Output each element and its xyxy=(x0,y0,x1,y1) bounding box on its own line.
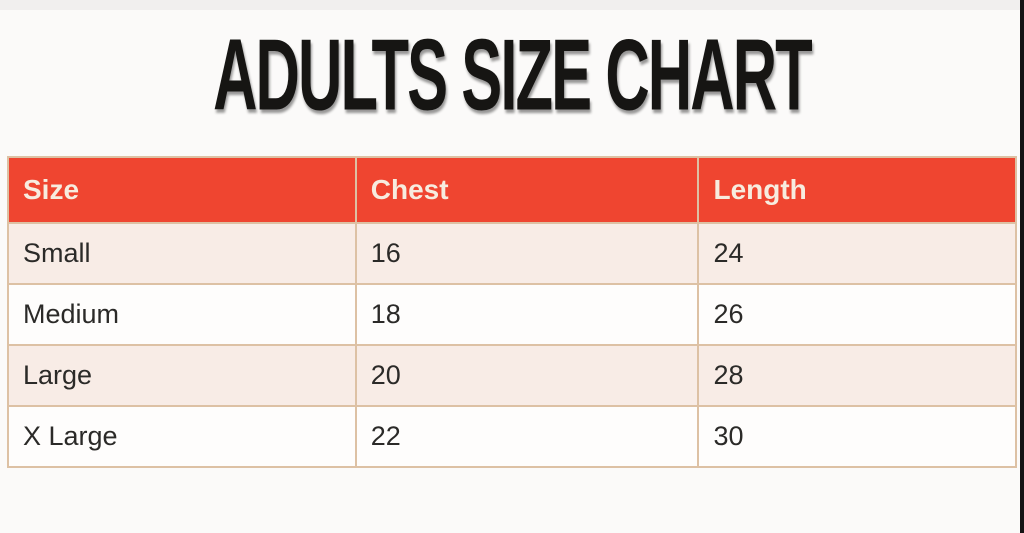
title-container: ADULTS SIZE CHART xyxy=(0,19,1024,132)
cell-size: Medium xyxy=(7,283,357,346)
cell-length: 24 xyxy=(697,222,1017,285)
cell-chest: 22 xyxy=(354,405,700,468)
table-row-x-large: X Large 22 30 xyxy=(7,405,1017,468)
cell-chest: 16 xyxy=(354,222,700,285)
right-edge-strip xyxy=(1020,0,1024,533)
cell-length: 26 xyxy=(697,283,1017,346)
table-row-small: Small 16 24 xyxy=(7,222,1017,285)
top-strip xyxy=(0,0,1024,10)
cell-size: Large xyxy=(7,344,357,407)
cell-length: 28 xyxy=(697,344,1017,407)
header-length: Length xyxy=(697,156,1017,224)
header-chest: Chest xyxy=(354,156,700,224)
header-size: Size xyxy=(7,156,357,224)
cell-chest: 20 xyxy=(354,344,700,407)
cell-length: 30 xyxy=(697,405,1017,468)
table-row-large: Large 20 28 xyxy=(7,344,1017,407)
cell-chest: 18 xyxy=(354,283,700,346)
size-chart-table: Size Chest Length Small 16 24 Medium 18 … xyxy=(7,156,1017,468)
table-header-row: Size Chest Length xyxy=(7,156,1017,224)
table-row-medium: Medium 18 26 xyxy=(7,283,1017,346)
cell-size: X Large xyxy=(7,405,357,468)
cell-size: Small xyxy=(7,222,357,285)
page-title: ADULTS SIZE CHART xyxy=(213,19,813,132)
